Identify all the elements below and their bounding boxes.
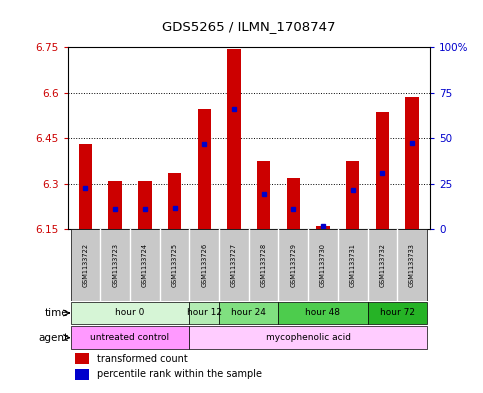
Text: hour 24: hour 24 xyxy=(231,309,266,318)
Bar xyxy=(71,326,189,349)
Text: time: time xyxy=(44,308,68,318)
Bar xyxy=(198,109,211,229)
Text: hour 0: hour 0 xyxy=(115,309,145,318)
Text: percentile rank within the sample: percentile rank within the sample xyxy=(97,369,262,379)
Text: GSM1133726: GSM1133726 xyxy=(201,243,207,287)
Text: GSM1133723: GSM1133723 xyxy=(112,243,118,287)
Bar xyxy=(75,369,89,380)
Bar xyxy=(316,226,330,229)
Bar xyxy=(168,173,181,229)
Bar xyxy=(71,301,189,324)
Bar xyxy=(109,181,122,229)
Bar xyxy=(219,301,278,324)
Text: mycophenolic acid: mycophenolic acid xyxy=(266,333,351,342)
Bar xyxy=(286,178,300,229)
Text: GDS5265 / ILMN_1708747: GDS5265 / ILMN_1708747 xyxy=(162,20,336,33)
Bar xyxy=(368,301,427,324)
Text: transformed count: transformed count xyxy=(97,354,187,364)
Text: hour 48: hour 48 xyxy=(305,309,341,318)
Bar xyxy=(278,301,368,324)
Text: agent: agent xyxy=(38,332,68,343)
Bar xyxy=(138,181,152,229)
Text: hour 12: hour 12 xyxy=(187,309,222,318)
Bar xyxy=(189,301,219,324)
Text: untreated control: untreated control xyxy=(90,333,170,342)
Text: GSM1133725: GSM1133725 xyxy=(171,243,178,287)
Text: GSM1133722: GSM1133722 xyxy=(83,243,88,287)
Text: GSM1133724: GSM1133724 xyxy=(142,243,148,287)
Bar xyxy=(79,144,92,229)
Text: GSM1133731: GSM1133731 xyxy=(350,243,355,287)
Bar xyxy=(346,161,359,229)
Text: GSM1133732: GSM1133732 xyxy=(379,243,385,287)
Bar xyxy=(75,353,89,364)
Bar xyxy=(257,161,270,229)
Text: GSM1133729: GSM1133729 xyxy=(290,243,296,287)
Text: hour 72: hour 72 xyxy=(380,309,415,318)
Bar xyxy=(405,97,419,229)
Text: GSM1133730: GSM1133730 xyxy=(320,243,326,287)
Bar xyxy=(376,112,389,229)
Text: GSM1133733: GSM1133733 xyxy=(409,243,415,287)
Text: GSM1133728: GSM1133728 xyxy=(261,243,267,287)
Bar xyxy=(189,326,427,349)
Bar xyxy=(227,49,241,229)
Text: GSM1133727: GSM1133727 xyxy=(231,243,237,287)
